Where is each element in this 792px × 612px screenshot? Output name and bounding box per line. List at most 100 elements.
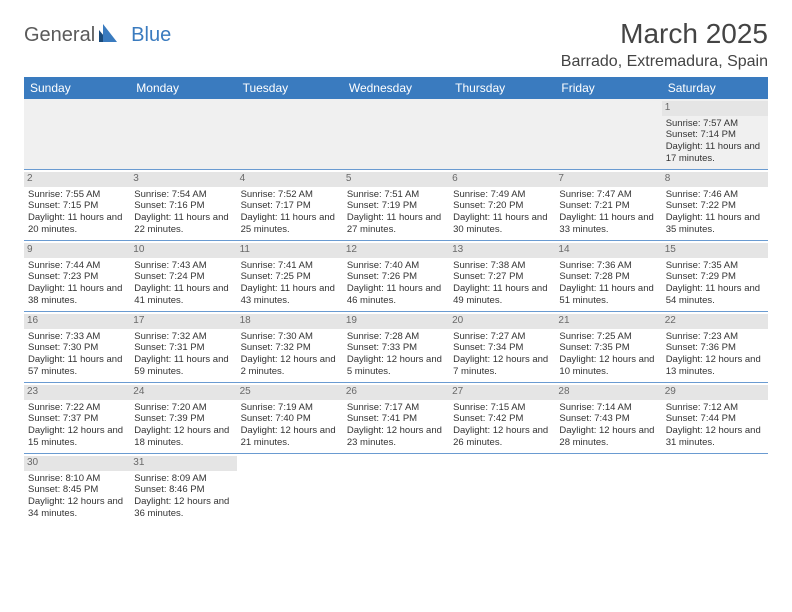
calendar-cell: 14 Sunrise: 7:36 AMSunset: 7:28 PMDayligh… xyxy=(555,241,661,312)
day-number: 4 xyxy=(237,172,343,187)
sunset-line: Sunset: 7:40 PM xyxy=(241,413,339,425)
daylight-line: Daylight: 11 hours and 22 minutes. xyxy=(134,212,232,236)
weekday-header: Monday xyxy=(130,77,236,99)
day-number: 19 xyxy=(343,314,449,329)
calendar-cell: 9 Sunrise: 7:44 AMSunset: 7:23 PMDaylight… xyxy=(24,241,130,312)
calendar-cell: 18Sunrise: 7:30 AMSunset: 7:32 PMDayligh… xyxy=(237,312,343,383)
calendar-cell xyxy=(130,99,236,170)
daylight-line: Daylight: 12 hours and 34 minutes. xyxy=(28,496,126,520)
calendar-cell: 24Sunrise: 7:20 AMSunset: 7:39 PMDayligh… xyxy=(130,383,236,454)
daylight-line: Daylight: 11 hours and 59 minutes. xyxy=(134,354,232,378)
daylight-line: Daylight: 11 hours and 25 minutes. xyxy=(241,212,339,236)
day-number: 20 xyxy=(449,314,555,329)
daylight-line: Daylight: 11 hours and 35 minutes. xyxy=(666,212,764,236)
day-number: 7 xyxy=(555,172,661,187)
day-number: 29 xyxy=(662,385,768,400)
daylight-line: Daylight: 12 hours and 23 minutes. xyxy=(347,425,445,449)
sunrise-line: Sunrise: 7:25 AM xyxy=(559,331,657,343)
sunset-line: Sunset: 7:32 PM xyxy=(241,342,339,354)
sunset-line: Sunset: 7:26 PM xyxy=(347,271,445,283)
daylight-line: Daylight: 12 hours and 36 minutes. xyxy=(134,496,232,520)
logo-icon xyxy=(99,24,127,47)
day-number: 27 xyxy=(449,385,555,400)
day-number: 17 xyxy=(130,314,236,329)
sunrise-line: Sunrise: 7:35 AM xyxy=(666,260,764,272)
sunrise-line: Sunrise: 7:19 AM xyxy=(241,402,339,414)
daylight-line: Daylight: 11 hours and 43 minutes. xyxy=(241,283,339,307)
daylight-line: Daylight: 11 hours and 54 minutes. xyxy=(666,283,764,307)
sunset-line: Sunset: 7:22 PM xyxy=(666,200,764,212)
daylight-line: Daylight: 12 hours and 26 minutes. xyxy=(453,425,551,449)
calendar-cell: 8Sunrise: 7:46 AMSunset: 7:22 PMDaylight… xyxy=(662,170,768,241)
sunset-line: Sunset: 7:23 PM xyxy=(28,271,126,283)
sunrise-line: Sunrise: 7:41 AM xyxy=(241,260,339,272)
sunset-line: Sunset: 7:24 PM xyxy=(134,271,232,283)
sunrise-line: Sunrise: 7:12 AM xyxy=(666,402,764,414)
sunset-line: Sunset: 7:41 PM xyxy=(347,413,445,425)
sunset-line: Sunset: 7:28 PM xyxy=(559,271,657,283)
calendar-cell: 11Sunrise: 7:41 AMSunset: 7:25 PMDayligh… xyxy=(237,241,343,312)
day-number: 31 xyxy=(130,456,236,471)
sunset-line: Sunset: 7:33 PM xyxy=(347,342,445,354)
daylight-line: Daylight: 12 hours and 7 minutes. xyxy=(453,354,551,378)
sunrise-line: Sunrise: 7:44 AM xyxy=(28,260,126,272)
calendar-cell xyxy=(555,99,661,170)
calendar-cell xyxy=(24,99,130,170)
day-number: 13 xyxy=(449,243,555,258)
sunset-line: Sunset: 7:42 PM xyxy=(453,413,551,425)
weekday-header: Saturday xyxy=(662,77,768,99)
daylight-line: Daylight: 12 hours and 13 minutes. xyxy=(666,354,764,378)
weekday-header-row: SundayMondayTuesdayWednesdayThursdayFrid… xyxy=(24,77,768,99)
day-number: 10 xyxy=(130,243,236,258)
calendar-cell: 17 Sunrise: 7:32 AMSunset: 7:31 PMDayligh… xyxy=(130,312,236,383)
month-title: March 2025 xyxy=(561,18,768,50)
sunrise-line: Sunrise: 7:52 AM xyxy=(241,189,339,201)
daylight-line: Daylight: 11 hours and 38 minutes. xyxy=(28,283,126,307)
calendar-cell xyxy=(555,454,661,525)
day-number: 22 xyxy=(662,314,768,329)
sunset-line: Sunset: 7:21 PM xyxy=(559,200,657,212)
sunrise-line: Sunrise: 7:38 AM xyxy=(453,260,551,272)
sunrise-line: Sunrise: 8:10 AM xyxy=(28,473,126,485)
sunrise-line: Sunrise: 7:55 AM xyxy=(28,189,126,201)
calendar-cell: 10Sunrise: 7:43 AMSunset: 7:24 PMDayligh… xyxy=(130,241,236,312)
sunrise-line: Sunrise: 7:32 AM xyxy=(134,331,232,343)
day-number: 9 xyxy=(24,243,130,258)
sunset-line: Sunset: 7:36 PM xyxy=(666,342,764,354)
sunset-line: Sunset: 7:27 PM xyxy=(453,271,551,283)
sunset-line: Sunset: 7:25 PM xyxy=(241,271,339,283)
sunrise-line: Sunrise: 7:36 AM xyxy=(559,260,657,272)
logo-text-general: General xyxy=(24,24,95,47)
daylight-line: Daylight: 12 hours and 28 minutes. xyxy=(559,425,657,449)
calendar-cell xyxy=(449,99,555,170)
weekday-header: Wednesday xyxy=(343,77,449,99)
calendar-cell xyxy=(237,454,343,525)
calendar-cell: 15Sunrise: 7:35 AMSunset: 7:29 PMDayligh… xyxy=(662,241,768,312)
daylight-line: Daylight: 11 hours and 57 minutes. xyxy=(28,354,126,378)
day-number: 6 xyxy=(449,172,555,187)
sunset-line: Sunset: 7:43 PM xyxy=(559,413,657,425)
calendar-cell: 28Sunrise: 7:14 AMSunset: 7:43 PMDayligh… xyxy=(555,383,661,454)
header: General Blue March 2025 Barrado, Extrema… xyxy=(24,18,768,71)
day-number: 26 xyxy=(343,385,449,400)
daylight-line: Daylight: 11 hours and 51 minutes. xyxy=(559,283,657,307)
sunrise-line: Sunrise: 7:27 AM xyxy=(453,331,551,343)
sunset-line: Sunset: 7:31 PM xyxy=(134,342,232,354)
weekday-header: Sunday xyxy=(24,77,130,99)
sunrise-line: Sunrise: 7:23 AM xyxy=(666,331,764,343)
calendar-cell: 6Sunrise: 7:49 AMSunset: 7:20 PMDaylight… xyxy=(449,170,555,241)
calendar-cell: 31Sunrise: 8:09 AMSunset: 8:46 PMDayligh… xyxy=(130,454,236,525)
sunrise-line: Sunrise: 7:43 AM xyxy=(134,260,232,272)
sunrise-line: Sunrise: 8:09 AM xyxy=(134,473,232,485)
day-number: 21 xyxy=(555,314,661,329)
sunset-line: Sunset: 7:16 PM xyxy=(134,200,232,212)
logo: General Blue xyxy=(24,24,171,47)
day-number: 24 xyxy=(130,385,236,400)
day-number: 3 xyxy=(130,172,236,187)
calendar-table: SundayMondayTuesdayWednesdayThursdayFrid… xyxy=(24,77,768,524)
calendar-week-row: 23Sunrise: 7:22 AMSunset: 7:37 PMDayligh… xyxy=(24,383,768,454)
sunrise-line: Sunrise: 7:15 AM xyxy=(453,402,551,414)
day-number: 14 xyxy=(555,243,661,258)
title-block: March 2025 Barrado, Extremadura, Spain xyxy=(561,18,768,71)
sunrise-line: Sunrise: 7:14 AM xyxy=(559,402,657,414)
